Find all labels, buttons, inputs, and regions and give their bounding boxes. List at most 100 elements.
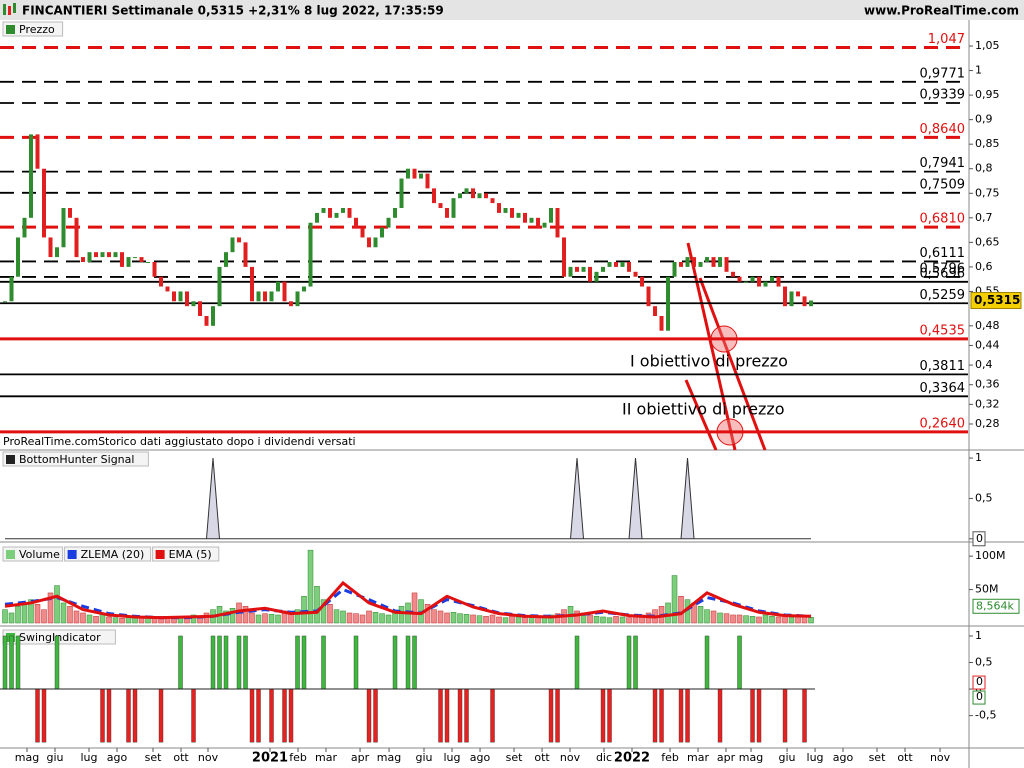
legend-swatch	[6, 25, 15, 34]
swing-bar	[223, 635, 229, 690]
candle	[503, 208, 508, 213]
volume-bar	[606, 617, 613, 624]
y-tick-label: 0,48	[975, 319, 1000, 332]
candle	[724, 257, 729, 272]
level-label: 0,5796	[920, 261, 966, 276]
x-tick-label: ott	[897, 751, 913, 764]
legend-label: Volume	[19, 548, 60, 561]
y-tick-label: 0,5	[975, 491, 993, 504]
x-tick-label: nov	[930, 751, 951, 764]
volume-bar	[398, 606, 405, 624]
swing-bar	[2, 635, 8, 690]
volume-bar	[671, 575, 678, 624]
volume-bar	[626, 617, 632, 624]
last-price-label: 0,5315	[974, 293, 1020, 307]
x-tick-label: set	[506, 751, 523, 764]
candle	[61, 208, 66, 248]
swing-bar	[464, 688, 469, 743]
candle	[536, 217, 541, 228]
candle	[237, 237, 242, 243]
volume-bar	[262, 613, 268, 624]
y-tick-label: 0,9	[975, 113, 993, 126]
header-title: FINCANTIERI Settimanale 0,5315 +2,31% 8 …	[22, 4, 444, 18]
candle	[666, 276, 671, 331]
candle	[620, 261, 625, 267]
x-tick-label: giu	[46, 751, 63, 764]
candle	[321, 208, 326, 213]
swing-bar	[652, 688, 658, 743]
y-tick-label: 0,95	[975, 88, 1000, 101]
swing-bar	[366, 688, 372, 743]
swing-bar	[100, 688, 105, 743]
candle	[692, 257, 697, 267]
header-site[interactable]: www.ProRealTime.com	[864, 4, 1019, 18]
swing-bar	[548, 688, 554, 743]
volume-bar	[600, 616, 606, 624]
swing-bar	[288, 688, 294, 743]
candle	[250, 266, 255, 302]
candle	[802, 296, 807, 307]
volume-bar	[366, 610, 372, 624]
candle	[770, 276, 775, 282]
trend-line	[684, 379, 718, 451]
candle	[191, 301, 196, 307]
volume-bar	[34, 604, 41, 624]
candle	[185, 291, 190, 307]
candle	[263, 291, 268, 302]
legend-label: SwingIndicator	[19, 631, 101, 644]
candle	[133, 257, 138, 259]
candle	[100, 252, 105, 258]
x-tick-label: lug	[444, 751, 461, 764]
candle	[406, 168, 411, 179]
volume-bar	[333, 609, 340, 624]
candle	[789, 291, 794, 307]
candle	[529, 217, 534, 223]
candle	[289, 301, 294, 307]
candle	[302, 286, 307, 292]
candle	[685, 257, 690, 267]
level-label: 0,3811	[920, 359, 966, 374]
volume-bar	[593, 616, 600, 624]
candle	[55, 247, 60, 258]
volume-bar	[41, 609, 47, 624]
volume-bar	[67, 606, 73, 624]
y-tick-label: 0,75	[975, 186, 1000, 199]
candle	[68, 208, 73, 218]
volume-bar	[28, 599, 34, 624]
candle	[419, 173, 424, 179]
x-tick-label: lug	[807, 751, 824, 764]
swing-bar	[750, 688, 755, 743]
volume-bar	[353, 613, 359, 624]
x-tick-label: nov	[560, 751, 581, 764]
last-value-box	[972, 675, 986, 690]
candle	[510, 208, 515, 218]
volume-bar	[444, 612, 450, 624]
x-tick-label: apr	[717, 751, 736, 764]
candle	[341, 208, 346, 213]
x-tick-label: giu	[415, 751, 432, 764]
swing-bar	[574, 635, 580, 690]
swing-bar	[269, 688, 274, 743]
candle	[705, 257, 710, 262]
swing-bar	[438, 688, 443, 743]
swing-bar	[249, 688, 255, 743]
candle	[679, 261, 684, 267]
candle	[256, 291, 261, 302]
candle	[165, 286, 170, 292]
volume-bar	[294, 609, 301, 624]
volume-bar	[411, 592, 418, 624]
legend-box	[2, 21, 64, 37]
candle	[217, 266, 222, 307]
y-tick-label: 0,6	[975, 260, 993, 273]
volume-bar	[665, 602, 671, 624]
volume-bar	[359, 614, 366, 624]
last-value-label: 8,564k	[976, 599, 1014, 612]
volume-bar	[450, 612, 457, 624]
x-tick-label: ott	[173, 751, 189, 764]
swing-bar	[158, 688, 164, 743]
volume-bar	[190, 614, 197, 624]
y-tick-label: 100M	[975, 549, 1006, 562]
volume-bar	[60, 602, 67, 624]
candle	[523, 212, 528, 223]
y-tick-label: -0,5	[975, 709, 996, 722]
